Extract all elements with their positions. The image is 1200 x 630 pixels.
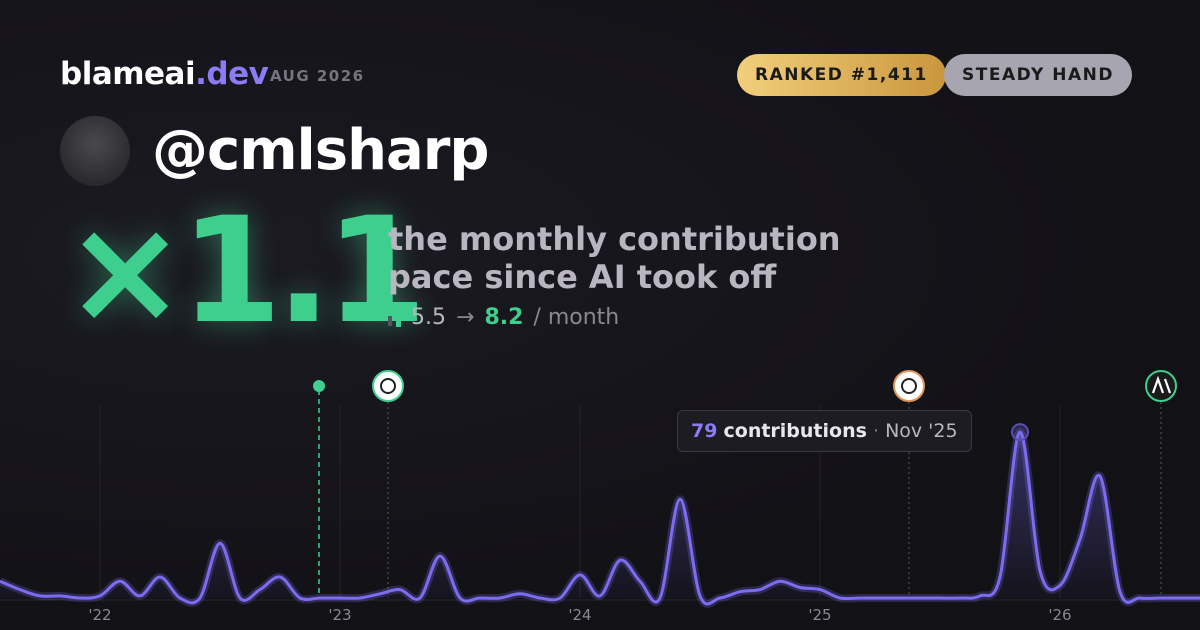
model-icon [372,370,404,402]
pace-arrow: → [456,305,475,330]
rank-badge: RANKED #1,411 [737,54,946,96]
tooltip-value: 79 [691,420,718,442]
brand: blameai.dev [60,56,269,92]
style-badge: STEADY HAND [944,54,1132,96]
x-tick-label: '23 [328,606,351,624]
model-icon [893,370,925,402]
x-tick-label: '22 [88,606,111,624]
description-line: the monthly contribution [388,220,841,258]
x-tick-label: '24 [568,606,591,624]
model-icon-glyph [901,378,917,394]
avatar [60,116,130,186]
date: AUG 2026 [270,67,365,85]
brand-name: blameai [60,56,196,92]
pace-after: 8.2 [484,305,524,330]
area [0,432,1200,604]
peak-marker [1011,423,1029,442]
line [0,430,1200,606]
pace: 5.5 → 8.2 / month [388,305,619,330]
brand-tld: .dev [195,56,269,92]
pace-unit: / month [533,305,620,330]
x-tick-label: '26 [1048,606,1071,624]
multiplier: ×1.1 [64,186,427,356]
model-icon-glyph [380,378,396,394]
description: the monthly contribution pace since AI t… [388,220,841,296]
pace-icon [388,315,392,326]
model-icon-glyph [1151,375,1172,394]
username: @cmlsharp [152,118,489,183]
x-tick-label: '25 [808,606,831,624]
ai-marker-dot [313,380,325,392]
description-line: pace since AI took off [388,258,777,296]
tooltip: 79 contributions · Nov '25 [677,410,972,452]
tooltip-label: contributions [723,420,867,442]
tooltip-date: Nov '25 [885,420,958,442]
tooltip-separator: · [872,420,880,442]
pace-before: 5.5 [411,305,446,330]
pace-icon [396,308,401,327]
